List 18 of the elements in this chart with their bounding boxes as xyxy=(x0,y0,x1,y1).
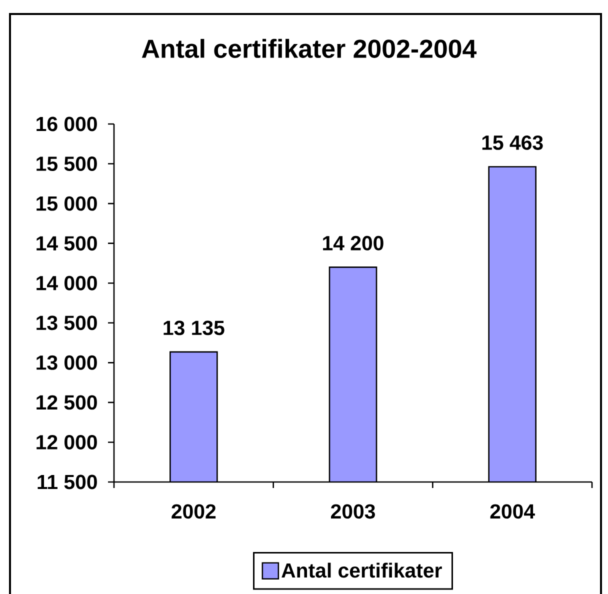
chart-title: Antal certifikater 2002-2004 xyxy=(142,38,477,58)
data-label: 14 200 xyxy=(323,236,384,250)
y-tick-label: 14 500 xyxy=(36,236,97,251)
data-label: 13 135 xyxy=(164,320,224,336)
y-tick-label: 15 000 xyxy=(36,196,97,211)
x-tick-label: 2003 xyxy=(330,504,375,519)
data-label: 15 463 xyxy=(482,135,543,150)
y-tick-label: 13 000 xyxy=(36,355,97,370)
y-tick-label: 16 000 xyxy=(36,116,97,132)
x-tick-label: 2002 xyxy=(172,504,216,519)
y-tick-label: 14 000 xyxy=(36,276,97,290)
y-tick-label: 12 000 xyxy=(36,434,97,450)
y-tick-label: 12 500 xyxy=(36,395,97,410)
x-tick-label: 2004 xyxy=(490,504,535,519)
legend-label: Antal certifikater xyxy=(282,562,442,578)
y-tick-label: 15 500 xyxy=(36,156,97,172)
y-tick-label: 13 500 xyxy=(36,316,97,330)
y-tick-label: 11 500 xyxy=(38,474,97,490)
